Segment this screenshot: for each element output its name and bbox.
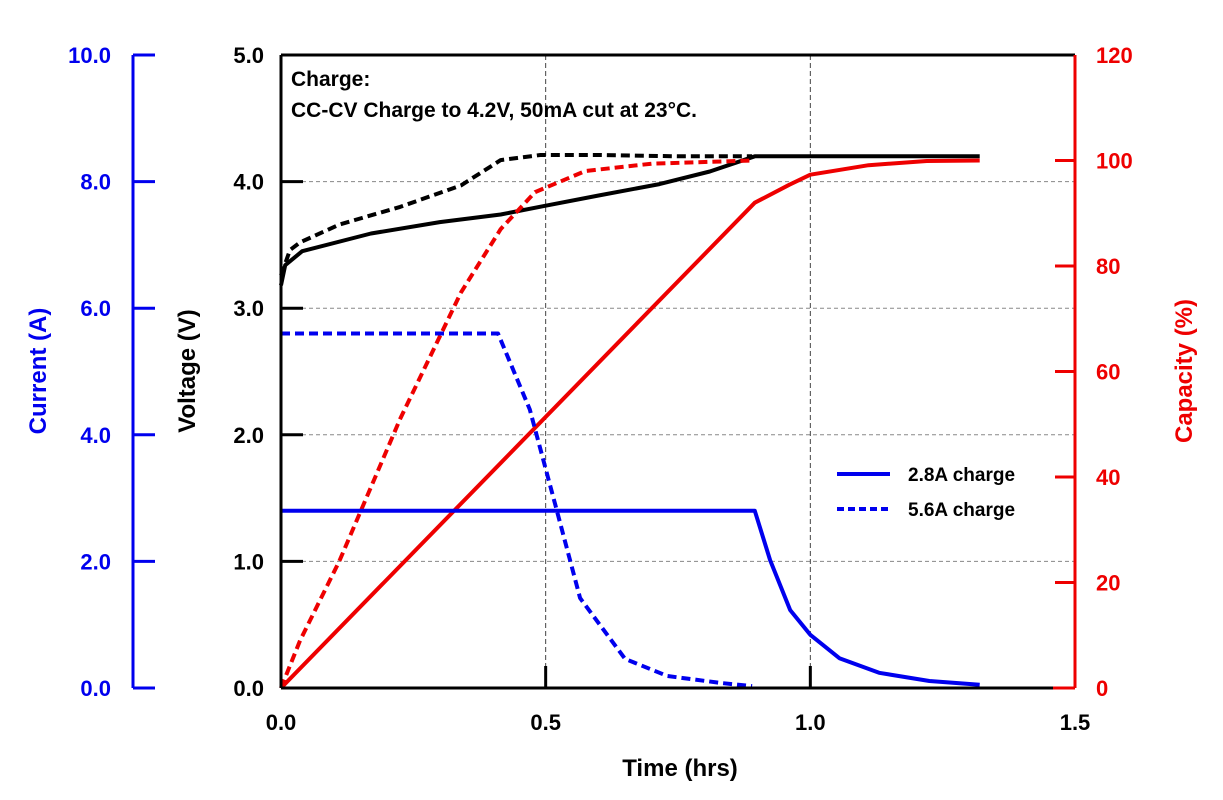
capacity-5-6a-charge-line (279, 158, 753, 689)
capacity-tick-label: 0 (1096, 676, 1108, 701)
legend-label-5-6a: 5.6A charge (908, 500, 1015, 521)
voltage-tick-label: 1.0 (233, 549, 264, 574)
plot-frame (279, 53, 1075, 690)
capacity-tick-label: 60 (1096, 360, 1120, 385)
annotation-line-1: Charge: (291, 68, 370, 91)
x-tick-label: 1.0 (795, 710, 826, 735)
legend-label-2-8a: 2.8A charge (908, 465, 1015, 486)
series-layer (279, 153, 980, 690)
voltage-tick-label: 4.0 (233, 170, 264, 195)
current-tick-label: 4.0 (80, 423, 111, 448)
capacity-axis-title: Capacity (%) (1171, 299, 1198, 443)
x-tick-label: 1.5 (1060, 710, 1091, 735)
current-2-8a-charge-line (281, 508, 980, 687)
current-5-6a-charge-line (281, 331, 753, 689)
capacity-2-8a-charge-line (279, 158, 980, 690)
legend: 2.8A charge 5.6A charge (837, 465, 1015, 521)
axes-layer: 0.0 0.5 1.0 1.5 0.0 1.0 2.0 3.0 4.0 5.0 0.0 2.0 4.0 6… (68, 43, 1133, 735)
capacity-tick-label: 40 (1096, 465, 1120, 490)
current-tick-label: 0.0 (80, 676, 111, 701)
annotation-line-2: CC-CV Charge to 4.2V, 50mA cut at 23°C. (291, 99, 697, 122)
voltage-5-6a-charge-line (279, 153, 753, 276)
current-tick-label: 2.0 (80, 549, 111, 574)
capacity-tick-label: 120 (1096, 43, 1133, 68)
voltage-axis-title: Voltage (V) (174, 309, 201, 433)
current-axis-title: Current (A) (25, 308, 52, 435)
voltage-tick-label: 3.0 (233, 296, 264, 321)
current-tick-label: 10.0 (68, 43, 111, 68)
voltage-tick-label: 5.0 (233, 43, 264, 68)
capacity-tick-label: 20 (1096, 571, 1120, 596)
x-tick-label: 0.5 (530, 710, 561, 735)
capacity-tick-label: 80 (1096, 254, 1120, 279)
capacity-tick-label: 100 (1096, 149, 1133, 174)
gridlines (281, 55, 1075, 688)
current-tick-label: 6.0 (80, 296, 111, 321)
voltage-tick-label: 0.0 (233, 676, 264, 701)
x-axis-title: Time (hrs) (622, 755, 738, 782)
current-tick-label: 8.0 (80, 170, 111, 195)
voltage-tick-label: 2.0 (233, 423, 264, 448)
voltage-2-8a-charge-line (279, 154, 980, 286)
x-tick-label: 0.0 (266, 710, 297, 735)
